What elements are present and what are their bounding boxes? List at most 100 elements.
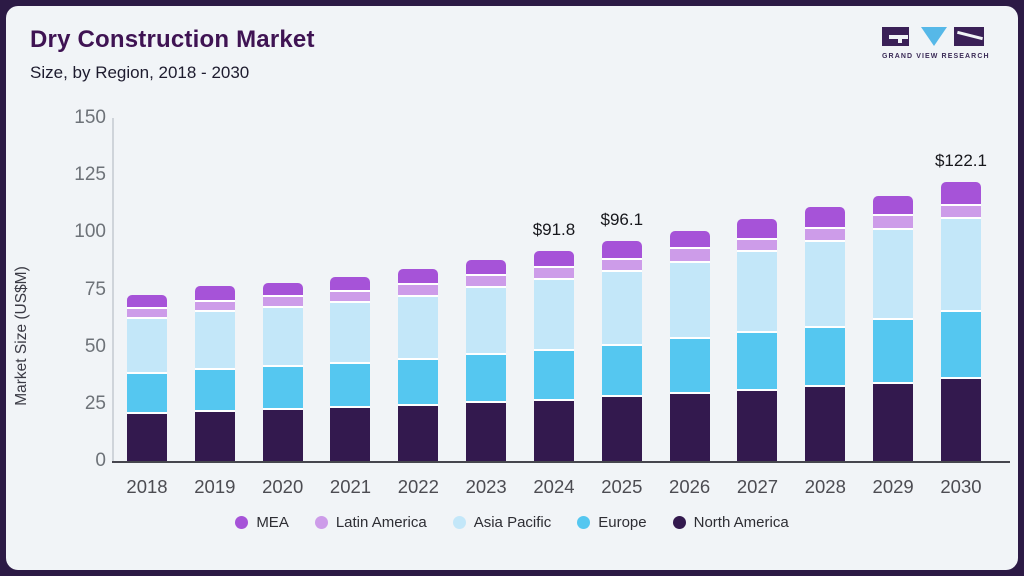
bar-2018 — [127, 294, 167, 461]
bar-segment-north-america — [873, 383, 914, 461]
bar-segment-mea — [398, 269, 439, 285]
x-axis-line — [112, 461, 1010, 463]
x-tick-label: 2023 — [465, 476, 507, 497]
x-tick-label: 2018 — [126, 476, 168, 497]
bar-segment-europe — [601, 345, 642, 397]
bar-segment-europe — [737, 332, 778, 391]
bar-2027 — [737, 219, 778, 461]
bar-segment-latin-america — [330, 292, 371, 304]
bar-segment-asia-pacific — [194, 312, 235, 370]
x-tick-label: 2026 — [669, 476, 711, 497]
bar-2025 — [601, 241, 642, 461]
bar-segment-mea — [127, 294, 167, 310]
logo-g-stripe — [889, 35, 908, 39]
bar-2029 — [873, 195, 914, 461]
bar-segment-north-america — [601, 396, 642, 461]
legend-swatch-icon — [452, 516, 466, 529]
gvr-logo: GRAND VIEW RESEARCH — [882, 21, 990, 69]
page-subtitle: Size, by Region, 2018 - 2030 — [30, 63, 250, 82]
annotation-label: $96.1 — [600, 210, 644, 230]
bar-2023 — [466, 260, 507, 461]
bar-segment-north-america — [194, 411, 235, 461]
logo-r-block-icon — [954, 27, 984, 46]
x-tick-label: 2028 — [804, 476, 846, 497]
bar-segment-europe — [194, 369, 235, 412]
bar-segment-europe — [533, 350, 574, 401]
bar-segment-asia-pacific — [737, 251, 778, 333]
y-tick-label: 25 — [84, 392, 106, 414]
legend: MEA Latin America Asia Pacific Europe North … — [6, 514, 1018, 531]
chart-card: Dry Construction Market Size, by Region,… — [6, 6, 1018, 570]
legend-label: MEA — [256, 514, 289, 531]
bar-segment-north-america — [940, 379, 981, 461]
bar-segment-north-america — [737, 391, 778, 461]
bar-segment-europe — [873, 320, 914, 384]
logo-text: GRAND VIEW RESEARCH — [882, 53, 990, 60]
bar-segment-latin-america — [194, 301, 235, 313]
bar-segment-europe — [398, 359, 439, 407]
bar-segment-latin-america — [805, 228, 846, 242]
bar-segment-europe — [669, 338, 710, 394]
bar-segment-mea — [601, 241, 642, 260]
bar-segment-mea — [533, 251, 574, 269]
bar-segment-asia-pacific — [601, 272, 642, 346]
bar-segment-europe — [805, 327, 846, 388]
legend-swatch-icon — [577, 516, 591, 529]
bar-segment-asia-pacific — [533, 279, 574, 351]
bar-2026 — [669, 230, 710, 461]
bar-2028 — [805, 207, 846, 461]
bar-segment-mea — [805, 207, 846, 229]
x-tick-label: 2020 — [262, 476, 304, 497]
y-tick-label: 75 — [84, 278, 106, 300]
bar-segment-north-america — [805, 387, 846, 461]
y-tick-label: 125 — [74, 164, 106, 186]
bar-segment-europe — [262, 367, 303, 411]
legend-item-latin-america: Latin America — [314, 514, 427, 531]
bar-segment-mea — [737, 219, 778, 241]
logo-g-notch — [898, 39, 902, 43]
bar-segment-asia-pacific — [262, 307, 303, 368]
legend-item-mea: MEA — [235, 514, 289, 531]
bar-segment-north-america — [466, 403, 507, 461]
x-tick-label: 2025 — [601, 476, 643, 497]
y-axis-title: Market Size (US$M) — [13, 266, 30, 406]
x-tick-label: 2029 — [872, 476, 914, 497]
bar-segment-asia-pacific — [330, 303, 371, 364]
bar-2030 — [940, 181, 981, 461]
x-tick-label: 2022 — [397, 476, 439, 497]
y-tick-label: 100 — [74, 221, 106, 243]
bar-segment-north-america — [533, 400, 574, 461]
bar-segment-mea — [873, 195, 914, 217]
bar-segment-north-america — [127, 413, 167, 461]
bar-2024 — [533, 251, 574, 461]
bar-segment-north-america — [669, 393, 710, 461]
y-tick-label: 150 — [74, 107, 106, 128]
bar-segment-north-america — [330, 408, 371, 461]
bar-segment-mea — [330, 276, 371, 293]
bar-segment-europe — [940, 311, 981, 380]
bar-segment-mea — [466, 260, 507, 276]
y-axis-line — [112, 118, 114, 461]
logo-g-block-icon — [882, 27, 909, 46]
bar-segment-north-america — [398, 406, 439, 461]
page-title: Dry Construction Market — [30, 26, 315, 53]
legend-label: Latin America — [335, 514, 427, 531]
bar-segment-asia-pacific — [466, 288, 507, 356]
bar-2022 — [398, 269, 439, 461]
legend-swatch-icon — [314, 516, 328, 529]
x-tick-label: 2019 — [194, 476, 236, 497]
legend-item-north-america: North America — [672, 514, 789, 531]
legend-item-asia-pacific: Asia Pacific — [452, 514, 551, 531]
x-tick-label: 2024 — [533, 476, 575, 497]
bar-segment-north-america — [262, 410, 303, 461]
bar-segment-asia-pacific — [398, 296, 439, 360]
bar-segment-latin-america — [873, 216, 914, 231]
bar-segment-europe — [127, 374, 167, 414]
bar-segment-asia-pacific — [805, 241, 846, 328]
legend-swatch-icon — [235, 516, 249, 529]
x-tick-label: 2027 — [736, 476, 779, 497]
y-tick-label: 50 — [84, 335, 106, 357]
bar-segment-asia-pacific — [940, 219, 981, 312]
bar-segment-latin-america — [398, 284, 439, 297]
logo-v-triangle-icon — [921, 27, 947, 46]
